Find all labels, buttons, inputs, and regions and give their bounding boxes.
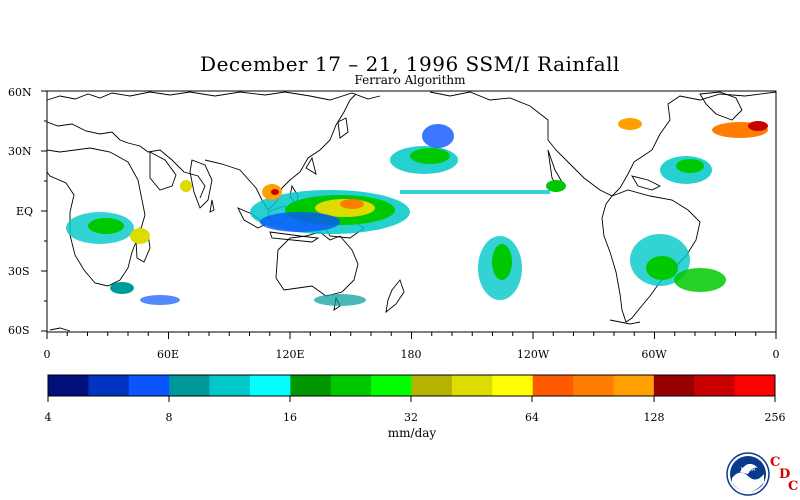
colorbar-label-16: 16 xyxy=(283,411,297,424)
lon-label-120w: 120W xyxy=(516,348,550,361)
lon-ticks xyxy=(46,332,777,339)
colorbar-label-8: 8 xyxy=(165,411,173,424)
colorbar-segment xyxy=(209,375,251,396)
colorbar-segment xyxy=(653,375,695,396)
colorbar-segment xyxy=(411,375,453,396)
colorbar-segment xyxy=(734,375,776,396)
colorbar-segment xyxy=(169,375,211,396)
cdc-letter-c: C xyxy=(770,455,781,470)
lon-label-120e: 120E xyxy=(275,348,305,361)
colorbar-label-256: 256 xyxy=(764,411,786,424)
cdc-letter-d: D xyxy=(779,467,791,482)
colorbar-label-64: 64 xyxy=(525,411,539,424)
cdc-letter-c2: C xyxy=(788,479,799,494)
lat-label-60s: 60S xyxy=(8,324,30,337)
colorbar-label-4: 4 xyxy=(44,411,52,424)
colorbar xyxy=(48,375,776,396)
lat-label-30s: 30S xyxy=(8,265,30,278)
colorbar-segment xyxy=(249,375,291,396)
lat-label-30n: 30N xyxy=(8,145,32,158)
rainfall-patches xyxy=(66,118,768,306)
lat-ticks xyxy=(41,90,47,332)
colorbar-segment xyxy=(290,375,332,396)
map-title: December 17 – 21, 1996 SSM/I Rainfall xyxy=(200,52,620,76)
lon-label-60w: 60W xyxy=(641,348,667,361)
noaa-logo-icon: NOAA xyxy=(726,452,770,500)
lat-label-60n: 60N xyxy=(8,86,32,99)
colorbar-segment xyxy=(613,375,655,396)
lon-label-0-left: 0 xyxy=(43,348,51,361)
colorbar-segment xyxy=(371,375,412,396)
colorbar-label-128: 128 xyxy=(643,411,665,424)
colorbar-segment xyxy=(492,375,534,396)
lat-label-eq: EQ xyxy=(16,205,34,218)
colorbar-segment xyxy=(573,375,614,396)
colorbar-ticks xyxy=(47,396,776,402)
colorbar-segment xyxy=(330,375,372,396)
colorbar-segment xyxy=(694,375,736,396)
colorbar-segment xyxy=(451,375,493,396)
lon-label-0-right: 0 xyxy=(772,348,780,361)
colorbar-units: mm/day xyxy=(387,426,437,440)
lon-label-60e: 60E xyxy=(156,348,180,361)
lon-label-180: 180 xyxy=(400,348,422,361)
colorbar-label-32: 32 xyxy=(404,411,418,424)
colorbar-segment xyxy=(128,375,170,396)
map-subtitle: Ferraro Algorithm xyxy=(354,73,466,87)
colorbar-segment xyxy=(532,375,574,396)
colorbar-segment xyxy=(48,375,89,396)
colorbar-segment xyxy=(88,375,130,396)
noaa-logo-text: NOAA xyxy=(741,467,756,473)
